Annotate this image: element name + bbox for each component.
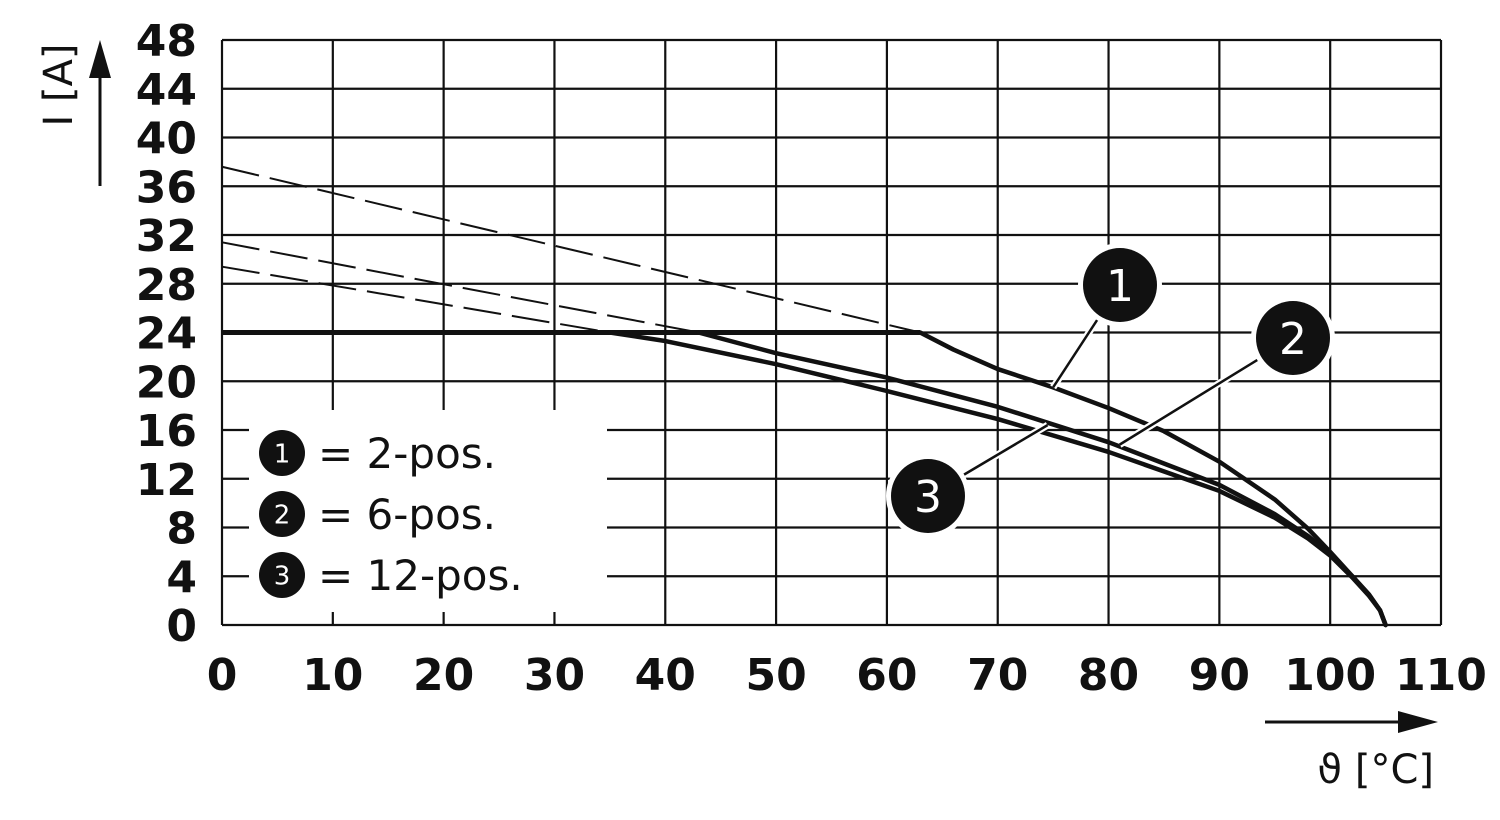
y-tick-label: 20 [136,357,197,408]
extrapolation-line [221,265,611,334]
y-axis-title: I [A] [36,43,82,126]
y-tick-label: 28 [136,260,197,311]
x-tick-label: 70 [967,650,1028,701]
derating-curves [222,330,1388,628]
x-axis-ticks: 0 10 20 30 40 50 60 70 80 90 100 110 [207,650,1487,701]
legend-box [249,410,607,612]
callout-marker-1-number: 1 [1106,261,1134,312]
y-tick-label: 44 [136,65,197,116]
callout-marker-2-number: 2 [1279,314,1307,365]
curve-callouts: 1 2 3 [886,243,1335,538]
x-tick-label: 20 [413,650,474,701]
legend-marker-2 [259,491,305,537]
y-tick-label: 32 [136,211,197,262]
callout-marker-2 [1256,301,1330,375]
derating-curve-3 [607,330,1388,628]
callout-marker-3-number: 3 [914,472,942,523]
legend-marker-3-number: 3 [274,561,291,591]
x-tick-label: 0 [207,650,238,701]
legend-label-1: = 2-pos. [318,429,496,478]
y-tick-label: 36 [136,162,197,213]
x-tick-label: 50 [745,650,806,701]
x-axis-title: ϑ [°C] [1317,747,1434,793]
x-tick-label: 80 [1078,650,1139,701]
legend-label-2: = 6-pos. [318,490,496,539]
y-axis-title-group: I [A] [36,40,111,186]
y-tick-label: 40 [136,114,197,165]
x-axis-arrow-head [1398,711,1438,733]
x-tick-label: 30 [524,650,585,701]
x-tick-label: 10 [302,650,363,701]
y-tick-label: 12 [136,455,197,506]
y-axis-arrow-head [89,40,111,78]
extrapolation-line [221,241,699,334]
legend: 1 = 2-pos. 2 = 6-pos. 3 = 12-pos. [249,410,607,612]
x-tick-label: 40 [635,650,696,701]
y-tick-label: 0 [166,601,197,652]
legend-marker-1 [259,430,305,476]
x-tick-label: 90 [1189,650,1250,701]
y-tick-label: 16 [136,406,197,457]
chart-grid [220,38,1443,627]
y-tick-label: 4 [166,552,197,603]
legend-marker-3 [259,552,305,598]
x-tick-label: 60 [856,650,917,701]
y-tick-label: 48 [136,16,197,67]
y-tick-label: 24 [136,309,197,360]
extrapolation-lines [221,165,921,334]
callout-marker-1 [1083,248,1157,322]
legend-marker-1-number: 1 [274,439,291,469]
x-axis-title-group: ϑ [°C] [1265,711,1438,793]
legend-marker-2-number: 2 [274,500,291,530]
x-tick-label: 110 [1395,650,1487,701]
legend-label-3: = 12-pos. [318,551,523,600]
x-tick-label: 100 [1284,650,1376,701]
y-tick-label: 8 [166,504,197,555]
callout-marker-3 [891,459,965,533]
extrapolation-line [221,165,921,334]
